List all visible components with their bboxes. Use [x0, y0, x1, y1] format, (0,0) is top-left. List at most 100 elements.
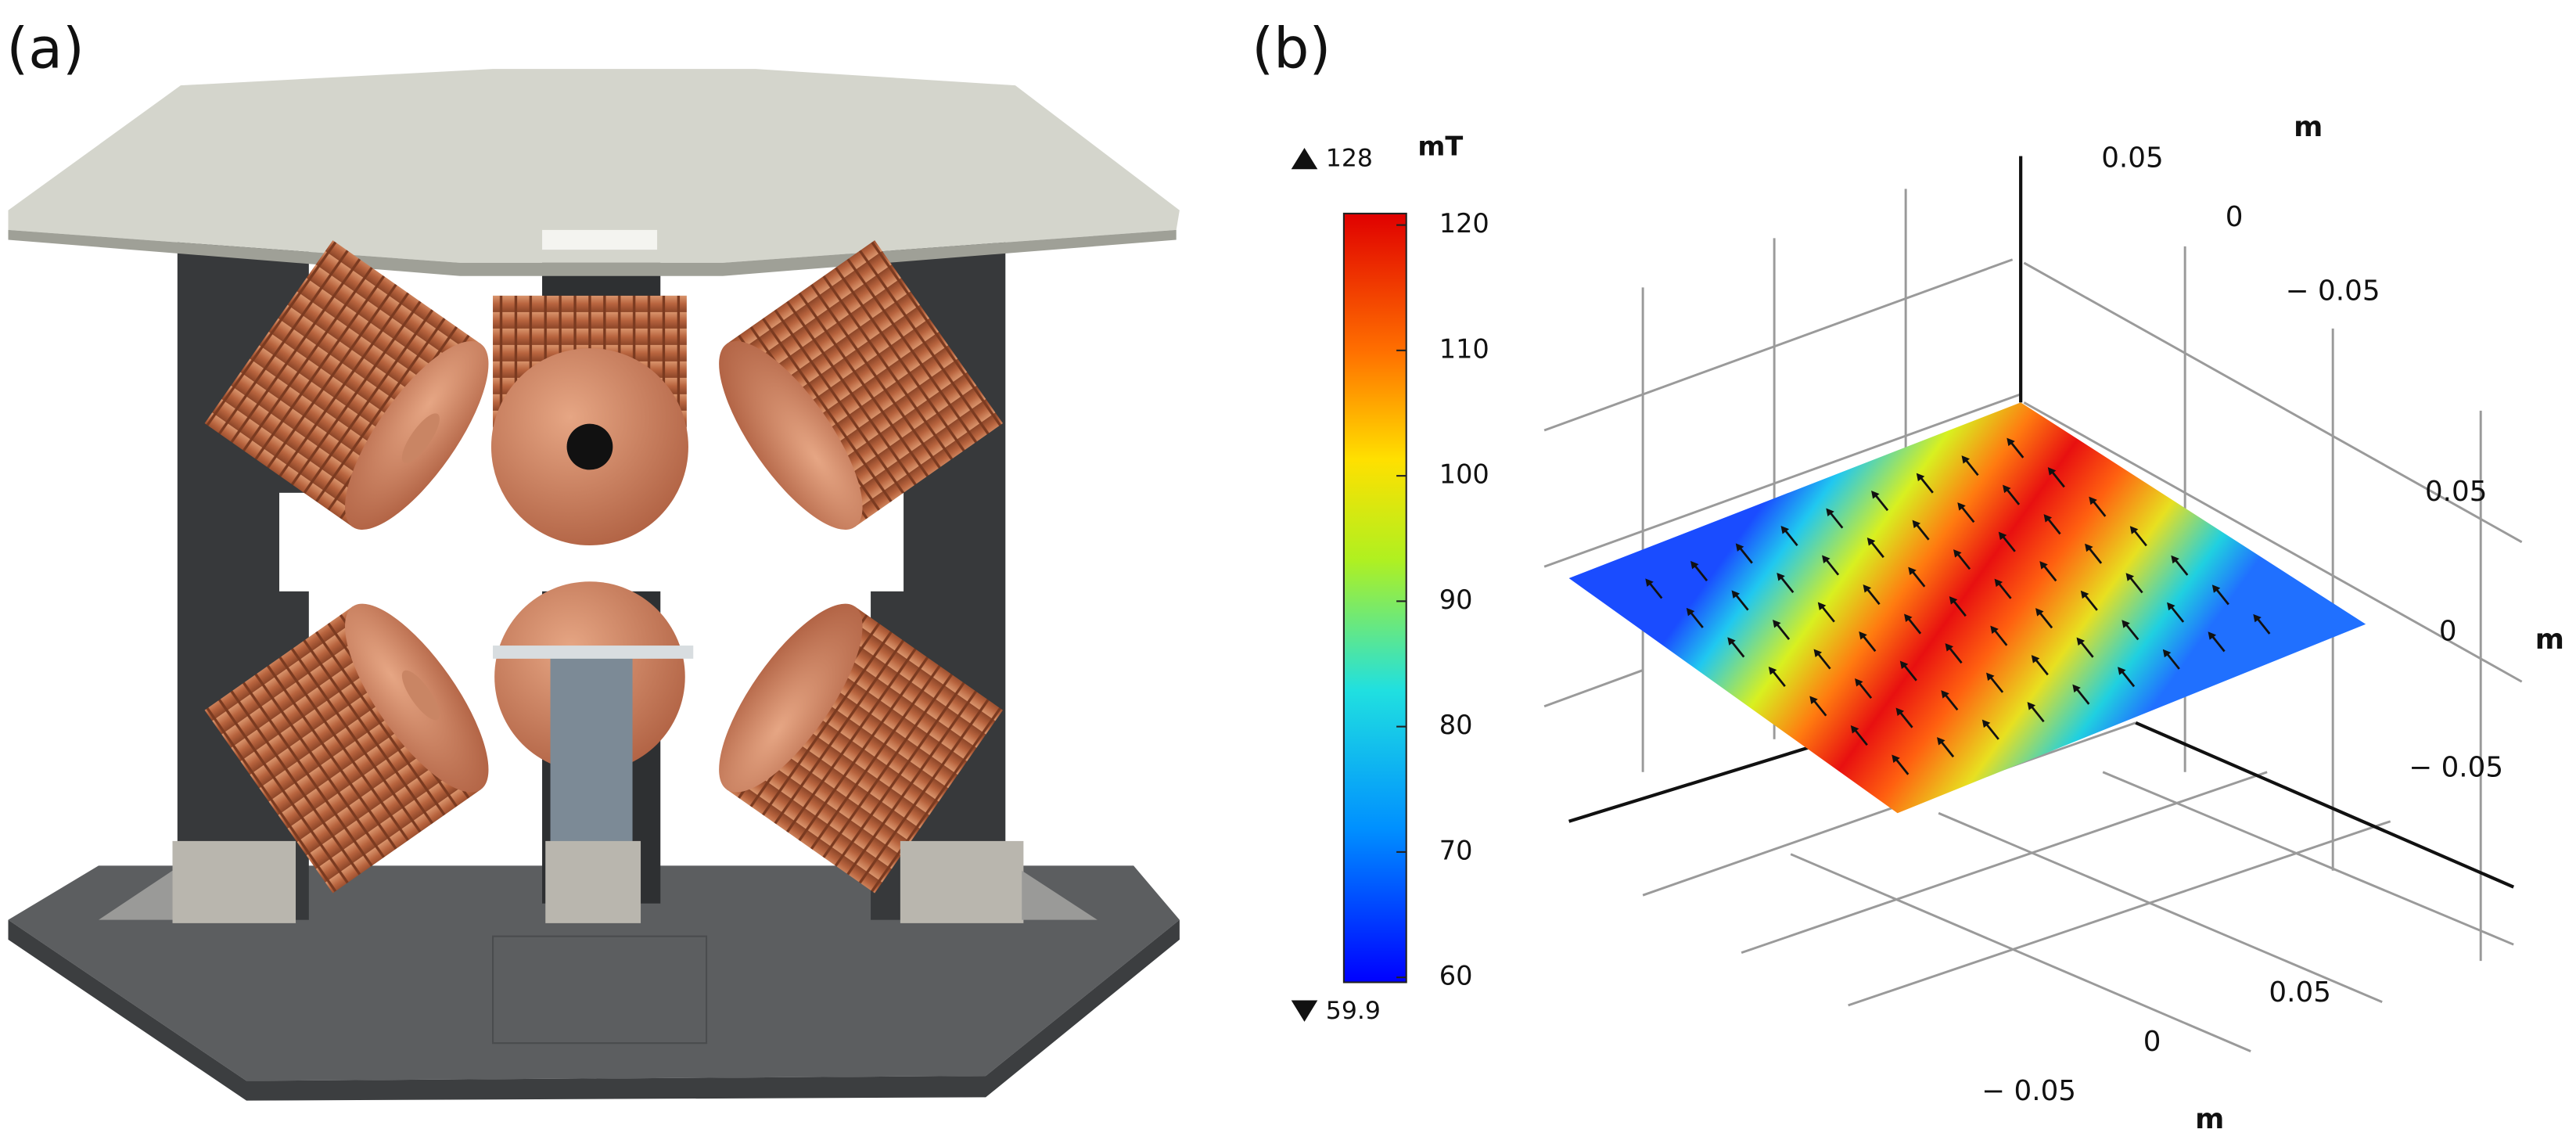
- field-arrow: [1783, 528, 1798, 547]
- field-arrow-head: [2076, 637, 2086, 646]
- axis-tick-label: 0.05: [2269, 976, 2330, 1009]
- colorbar: [1342, 212, 1407, 984]
- field-arrow-head: [1998, 531, 2007, 541]
- field-arrow-head: [1953, 549, 1962, 558]
- field-arrow: [2000, 534, 2016, 552]
- field-arrow-head: [1892, 754, 1900, 764]
- field-arrow: [2087, 546, 2103, 564]
- field-arrow-head: [2118, 667, 2126, 675]
- field-arrow-head: [1961, 455, 1971, 464]
- field-arrow: [1852, 728, 1868, 746]
- axis-tick-label: 0.05: [2101, 142, 2163, 174]
- field-arrow: [2038, 610, 2053, 629]
- field-arrow: [1960, 505, 1975, 523]
- axis-label: m: [2535, 624, 2564, 656]
- field-arrow-head: [2080, 590, 2089, 599]
- field-arrow-head: [2035, 608, 2044, 617]
- field-arrow-head: [1817, 602, 1827, 610]
- field-arrow: [1992, 628, 2008, 646]
- field-arrow: [2075, 687, 2090, 705]
- field-arrow-head: [1809, 696, 1818, 704]
- field-arrow: [1984, 721, 1999, 740]
- field-arrow-head: [1945, 643, 1954, 652]
- colorbar-min: 59.9: [1326, 997, 1381, 1025]
- field-arrow: [1874, 493, 1889, 512]
- field-arrow: [2009, 441, 2025, 459]
- field-arrow: [1918, 475, 1934, 494]
- field-arrow: [1693, 563, 1708, 581]
- field-arrow: [1996, 581, 2012, 599]
- field-arrow: [2214, 587, 2229, 606]
- field-arrow-head: [2171, 555, 2179, 564]
- field-arrow-head: [1899, 660, 1909, 670]
- field-arrow: [1947, 646, 1963, 664]
- min-marker: [1291, 1000, 1318, 1022]
- field-arrow: [1824, 557, 1840, 576]
- field-arrow: [1943, 692, 1959, 711]
- field-arrow: [1963, 458, 1979, 476]
- colorbar-max: 128: [1326, 145, 1373, 173]
- field-arrow-head: [1912, 520, 1921, 529]
- field-arrow: [1730, 639, 1745, 658]
- field-arrow-head: [1822, 555, 1831, 563]
- field-arrow: [1951, 599, 1967, 617]
- field-arrow: [2173, 558, 2189, 576]
- field-arrow-head: [2122, 620, 2130, 628]
- field-arrow: [2091, 499, 2107, 517]
- field-arrow-head: [2031, 655, 2040, 664]
- field-arrows: [1645, 437, 2271, 775]
- field-arrow-head: [1813, 649, 1823, 657]
- field-arrow: [1939, 739, 1955, 758]
- field-arrow: [2005, 487, 2021, 505]
- field-arrow-head: [2072, 684, 2081, 693]
- field-arrow: [1865, 587, 1881, 606]
- field-surface: [1568, 402, 2366, 814]
- colorbar-tick-label: 120: [1439, 208, 1489, 239]
- field-arrow: [2165, 652, 2180, 670]
- field-arrow-head: [1859, 631, 1867, 640]
- field-arrow-head: [1994, 578, 2003, 588]
- field-arrow-head: [2039, 561, 2048, 570]
- field-arrow-head: [1895, 707, 1905, 717]
- field-arrow: [1828, 510, 1844, 529]
- axis-tick-label: 0: [2143, 1026, 2161, 1058]
- field-arrow: [1820, 604, 1835, 623]
- field-arrow-head: [1850, 725, 1859, 734]
- field-arrow-head: [2167, 602, 2175, 611]
- field-arrow: [2128, 575, 2143, 594]
- field-arrow: [2132, 528, 2147, 547]
- colorbar-tick-label: 80: [1439, 710, 1473, 740]
- grid-3d: [1543, 189, 2523, 1052]
- field-arrow-head: [1941, 690, 1949, 699]
- field-arrow-head: [1957, 502, 1966, 511]
- field-arrow: [1906, 616, 1922, 635]
- field-arrow: [1902, 663, 1917, 681]
- colorbar-tick-label: 60: [1439, 961, 1473, 991]
- field-arrow: [2124, 622, 2139, 641]
- colorbar-tick-label: 90: [1439, 584, 1473, 615]
- field-arrow-head: [1981, 719, 1991, 728]
- field-arrow: [2078, 640, 2094, 658]
- field-arrow: [1647, 581, 1663, 599]
- field-arrow: [2046, 516, 2061, 535]
- axis-ticks: 0.05 0 − 0.05 m 0.05 0 − 0.05 m 0.05 0 − 0.05 m: [1981, 111, 2564, 1135]
- field-arrow-head: [2007, 437, 2015, 447]
- colorbar-tick-label: 70: [1439, 835, 1473, 865]
- field-arrow-head: [2208, 631, 2217, 640]
- axis-tick-label: 0.05: [2425, 476, 2487, 508]
- colorbar-ticks: 60 70 80 90 100 110 120: [1396, 208, 1489, 991]
- field-arrow: [1956, 552, 1971, 570]
- axis-label: m: [2294, 111, 2323, 143]
- axis-label: m: [2195, 1103, 2224, 1135]
- field-arrow-head: [1855, 678, 1863, 687]
- axis-tick-label: − 0.05: [2286, 275, 2380, 307]
- field-arrow-head: [1727, 637, 1736, 646]
- field-arrow: [2029, 704, 2045, 723]
- field-arrow: [1737, 545, 1753, 564]
- field-arrow: [1898, 710, 1913, 728]
- field-arrow-head: [2162, 649, 2172, 658]
- axis-tick-label: 0: [2226, 201, 2244, 233]
- field-arrow-head: [2089, 496, 2097, 505]
- field-arrow-head: [2125, 573, 2135, 581]
- field-arrow-head: [2129, 526, 2139, 534]
